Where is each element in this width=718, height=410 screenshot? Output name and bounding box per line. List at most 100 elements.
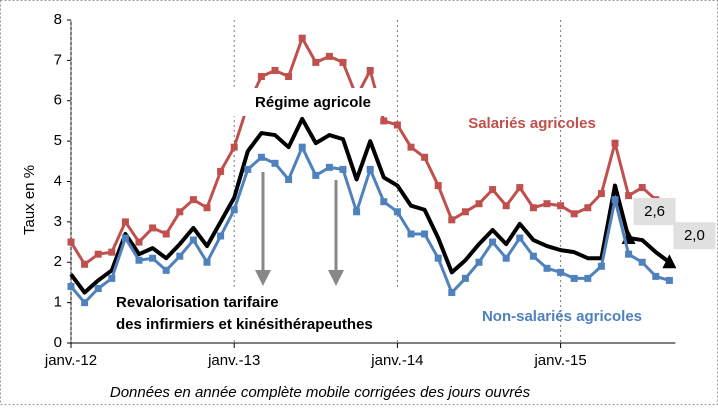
marker <box>475 200 483 208</box>
series-label: Non-salariés agricoles <box>482 308 642 325</box>
marker <box>366 66 374 74</box>
x-tick-label: janv.-13 <box>207 352 260 369</box>
marker <box>285 175 293 183</box>
marker <box>217 167 225 175</box>
marker <box>638 184 646 192</box>
marker <box>652 272 660 280</box>
marker <box>312 58 320 66</box>
annotation: Revalorisation tarifaire <box>116 294 279 311</box>
marker <box>502 202 510 210</box>
marker <box>325 52 333 60</box>
y-tick-label: 1 <box>54 294 62 311</box>
marker <box>366 165 374 173</box>
marker <box>135 238 143 246</box>
marker <box>67 282 75 290</box>
y-tick-label: 7 <box>54 51 62 68</box>
marker <box>529 204 537 212</box>
marker <box>325 163 333 171</box>
marker <box>203 204 211 212</box>
y-tick-label: 3 <box>54 213 62 230</box>
marker <box>662 254 677 269</box>
marker <box>121 234 129 242</box>
arrow-head <box>328 270 344 286</box>
marker <box>94 250 102 258</box>
x-tick-label: janv.-15 <box>533 352 586 369</box>
marker <box>271 66 279 74</box>
marker <box>298 143 306 151</box>
marker <box>217 232 225 240</box>
label-box <box>232 88 395 116</box>
y-tick-label: 4 <box>54 172 62 189</box>
marker <box>434 182 442 190</box>
series-line <box>69 36 657 266</box>
marker <box>584 274 592 282</box>
series-label: Régime agricole <box>255 94 371 111</box>
marker <box>584 204 592 212</box>
marker <box>516 234 524 242</box>
marker <box>557 202 565 210</box>
annotation: des infirmiers et kinésithérapeuthes <box>116 316 373 333</box>
arrow-head <box>255 270 271 286</box>
marker <box>421 153 429 161</box>
marker <box>298 34 306 42</box>
marker <box>611 196 619 204</box>
y-tick-label: 2 <box>54 253 62 270</box>
marker <box>516 184 524 192</box>
marker <box>489 238 497 246</box>
marker <box>393 121 401 129</box>
marker <box>149 224 157 232</box>
marker <box>312 171 320 179</box>
marker <box>81 299 89 307</box>
marker <box>257 153 265 161</box>
marker <box>543 264 551 272</box>
marker <box>203 258 211 266</box>
marker <box>285 73 293 81</box>
marker <box>162 266 170 274</box>
marker <box>557 268 565 276</box>
data-label: 2,0 <box>684 227 705 244</box>
marker <box>271 159 279 167</box>
marker <box>67 238 75 246</box>
marker <box>176 252 184 260</box>
data-label: 2,6 <box>644 203 665 220</box>
marker <box>502 254 510 262</box>
marker <box>121 218 129 226</box>
marker <box>665 276 673 284</box>
marker <box>448 289 456 297</box>
marker <box>230 206 238 214</box>
y-tick-label: 5 <box>54 132 62 149</box>
marker <box>461 274 469 282</box>
marker <box>257 73 265 81</box>
marker <box>638 258 646 266</box>
marker <box>108 248 116 256</box>
marker <box>543 200 551 208</box>
marker <box>353 208 361 216</box>
marker <box>407 230 415 238</box>
marker <box>489 186 497 194</box>
marker <box>434 254 442 262</box>
marker <box>461 208 469 216</box>
marker <box>407 143 415 151</box>
series-label: Salariés agricoles <box>468 115 596 132</box>
marker <box>597 262 605 270</box>
marker <box>529 252 537 260</box>
marker <box>244 165 252 173</box>
footnote: Données en année complète mobile corrigé… <box>110 384 531 401</box>
marker <box>421 230 429 238</box>
y-axis-label: Taux en % <box>21 165 38 235</box>
data-label-box <box>673 222 716 250</box>
marker <box>597 190 605 198</box>
marker <box>625 192 633 200</box>
marker <box>339 58 347 66</box>
data-label-box <box>633 198 676 226</box>
marker <box>81 260 89 268</box>
marker <box>380 198 388 206</box>
marker <box>339 165 347 173</box>
marker <box>189 196 197 204</box>
marker <box>149 254 157 262</box>
marker <box>475 258 483 266</box>
marker <box>448 216 456 224</box>
marker <box>380 117 388 125</box>
marker <box>611 139 619 147</box>
